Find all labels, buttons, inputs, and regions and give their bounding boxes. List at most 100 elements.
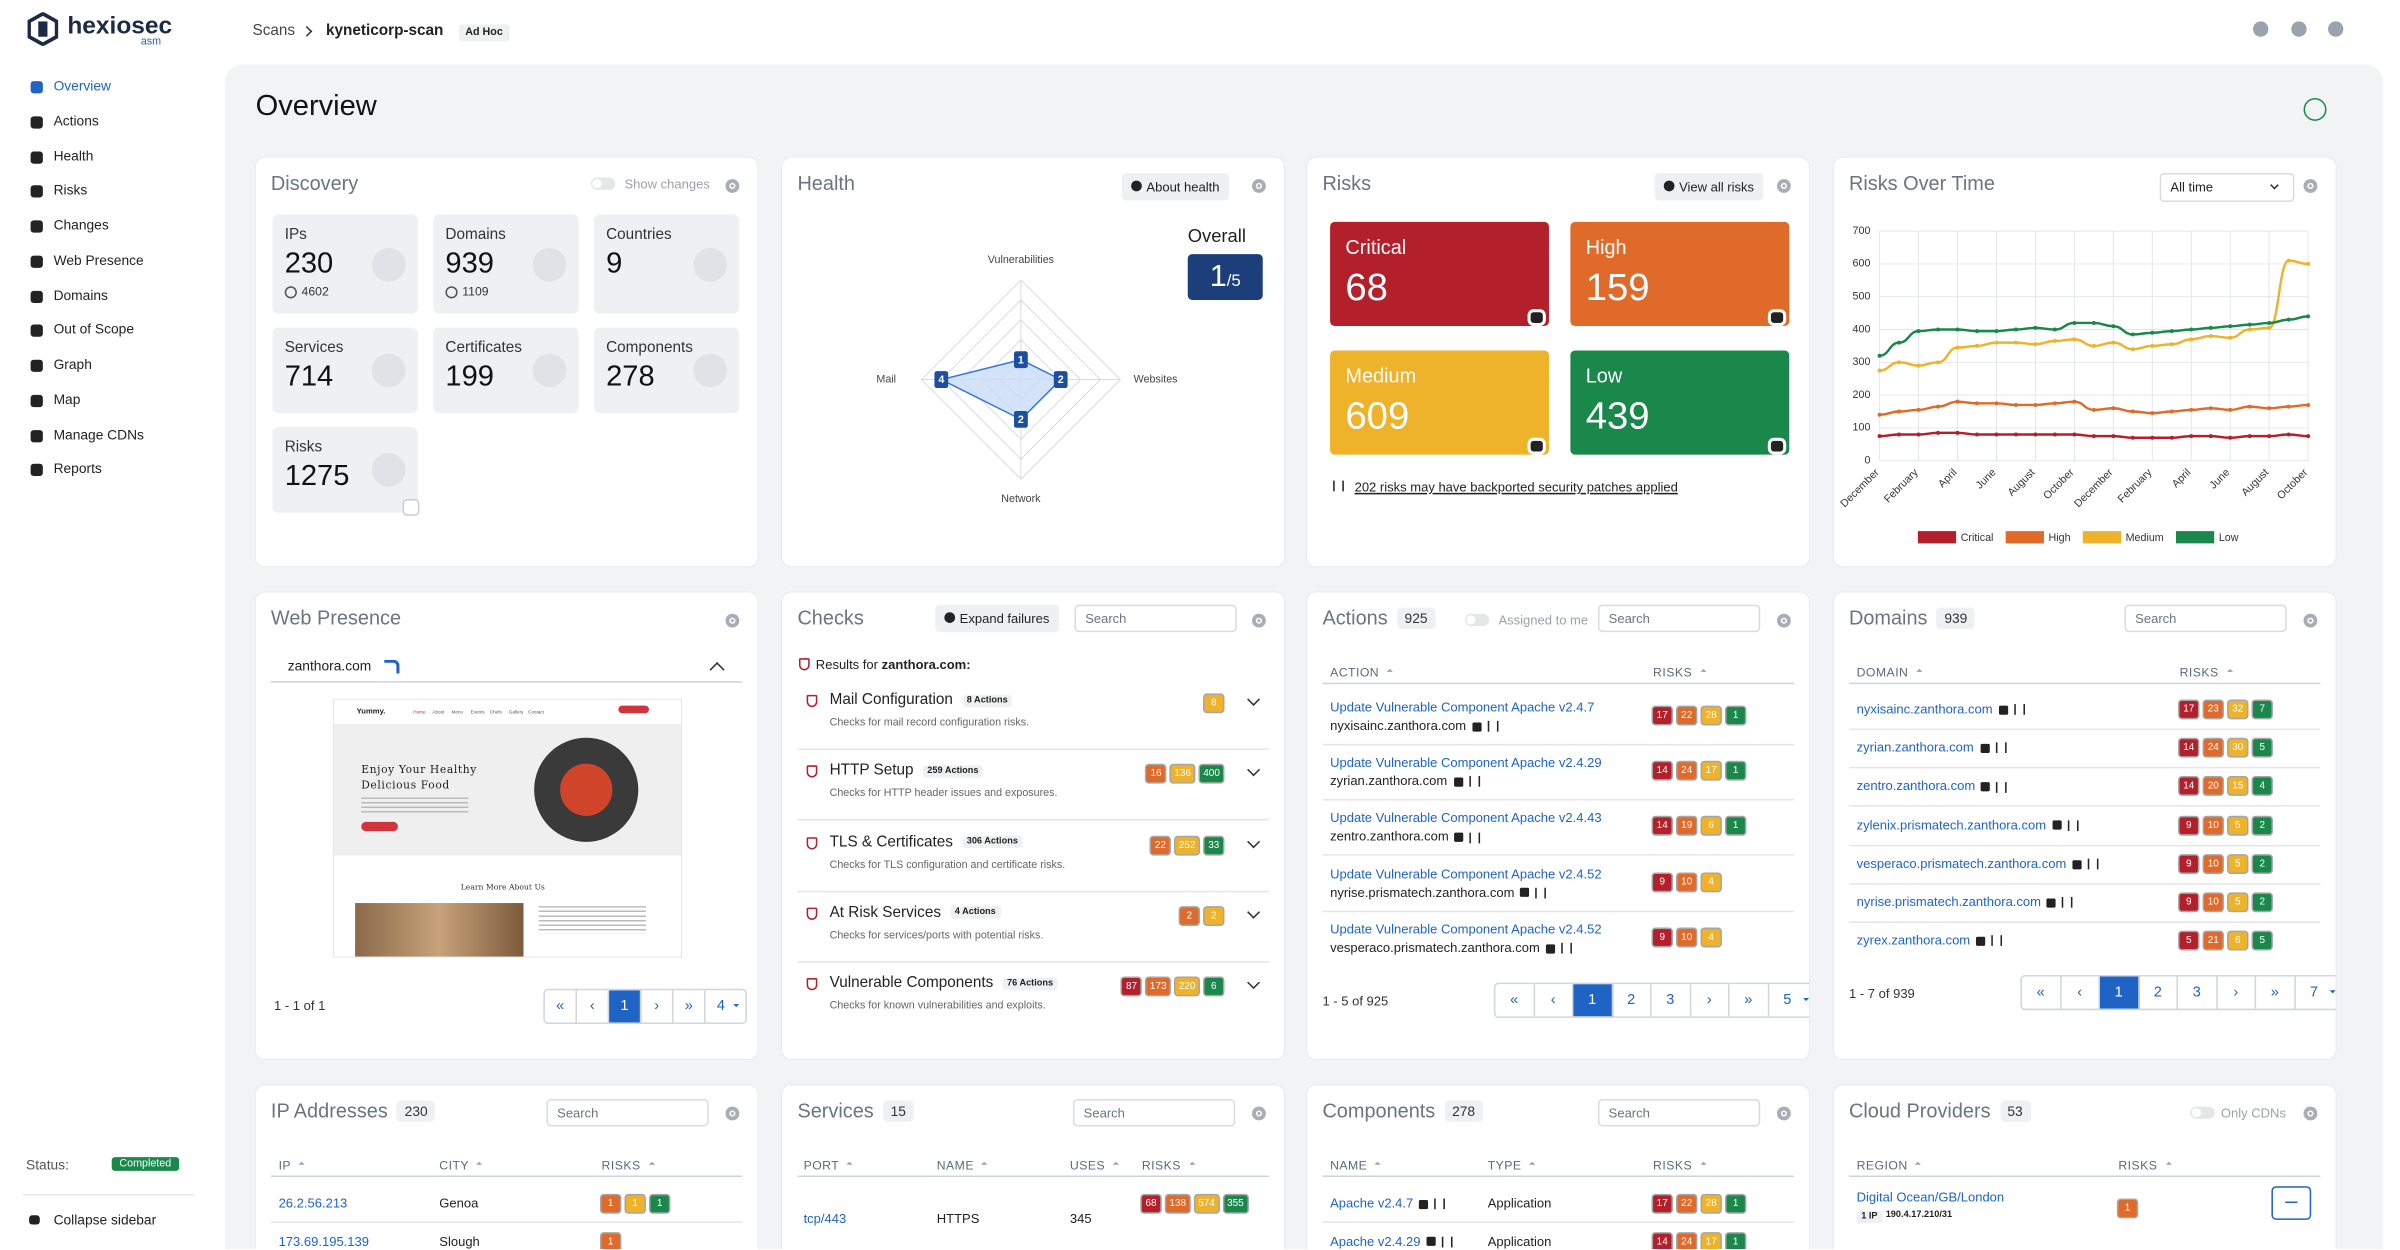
search-input[interactable]: Search bbox=[1072, 1098, 1236, 1127]
column-header[interactable]: NAME bbox=[937, 1159, 989, 1172]
component-row[interactable]: Apache v2.4.29 bbox=[1330, 1233, 1453, 1248]
nav-item[interactable]: Overview bbox=[28, 78, 212, 96]
page-size-select[interactable]: 7 bbox=[2295, 977, 2336, 1009]
nav-item[interactable]: Actions bbox=[28, 113, 212, 131]
check-expand[interactable] bbox=[1247, 976, 1261, 990]
search-input[interactable]: Search bbox=[1074, 604, 1237, 633]
column-header[interactable]: RISKS bbox=[602, 1159, 655, 1172]
collapse-chevron[interactable] bbox=[709, 662, 725, 678]
page-button[interactable]: « bbox=[1495, 984, 1535, 1017]
site-tab[interactable]: zanthora.com bbox=[287, 658, 372, 674]
top-icon[interactable] bbox=[2291, 21, 2307, 37]
help-icon[interactable] bbox=[1252, 1106, 1266, 1121]
help-icon[interactable] bbox=[725, 179, 740, 193]
nav-item[interactable]: Web Presence bbox=[28, 252, 212, 270]
page-size-select[interactable]: 4 bbox=[706, 990, 746, 1022]
ip-link[interactable]: 173.69.195.139 bbox=[278, 1232, 370, 1249]
domain-row[interactable]: zyrex.zanthora.com bbox=[1857, 932, 2003, 948]
page-button[interactable]: › bbox=[1691, 984, 1730, 1017]
expand-failures-button[interactable]: Expand failures bbox=[935, 604, 1059, 633]
stat-tile[interactable]: Risks 1275 bbox=[272, 427, 418, 515]
column-header[interactable]: RISKS bbox=[2118, 1159, 2171, 1172]
column-header[interactable]: IP bbox=[279, 1159, 306, 1172]
help-icon[interactable] bbox=[1252, 179, 1266, 193]
nav-item[interactable]: Reports bbox=[28, 461, 212, 479]
domain-row[interactable]: nyxisainc.zanthora.com bbox=[1857, 701, 2025, 716]
help-icon[interactable] bbox=[1777, 613, 1791, 628]
help-icon[interactable] bbox=[2303, 1106, 2318, 1121]
stat-tile[interactable]: IPs 230 4602 bbox=[272, 214, 418, 314]
help-icon[interactable] bbox=[725, 613, 740, 628]
stat-tile[interactable]: Domains 939 1109 bbox=[433, 214, 579, 314]
column-header[interactable]: TYPE bbox=[1488, 1159, 1536, 1172]
stat-tile[interactable]: Services 714 bbox=[272, 327, 418, 414]
page-button[interactable]: « bbox=[2022, 976, 2061, 1009]
page-button[interactable]: 2 bbox=[2139, 976, 2179, 1009]
help-icon[interactable] bbox=[1777, 179, 1791, 193]
risk-tile[interactable]: Medium 609 bbox=[1330, 350, 1549, 455]
nav-item[interactable]: Domains bbox=[28, 287, 212, 305]
action-link[interactable]: Update Vulnerable Component Apache v2.4.… bbox=[1330, 699, 1595, 715]
check-expand[interactable] bbox=[1247, 834, 1261, 848]
toggle-switch[interactable] bbox=[2190, 1106, 2215, 1119]
check-title-row[interactable]: Vulnerable Components 76 Actions bbox=[830, 975, 1058, 992]
collapse-sidebar[interactable]: Collapse sidebar bbox=[53, 1212, 157, 1228]
search-input[interactable]: Search bbox=[546, 1098, 709, 1127]
action-link[interactable]: Update Vulnerable Component Apache v2.4.… bbox=[1330, 810, 1602, 826]
check-title-row[interactable]: HTTP Setup 259 Actions bbox=[830, 763, 984, 780]
page-button[interactable]: › bbox=[2217, 976, 2257, 1009]
column-header[interactable]: NAME bbox=[1330, 1159, 1382, 1172]
column-header[interactable]: RISKS bbox=[1653, 1159, 1706, 1172]
page-button[interactable]: » bbox=[2256, 976, 2296, 1009]
domain-row[interactable]: nyrise.prismatech.zanthora.com bbox=[1857, 894, 2074, 909]
stat-tile[interactable]: Components 278 bbox=[593, 327, 740, 414]
nav-item[interactable]: Map bbox=[28, 391, 212, 409]
page-button[interactable]: 1 bbox=[2099, 976, 2140, 1009]
column-header[interactable]: PORT bbox=[804, 1159, 854, 1172]
column-header[interactable]: USES bbox=[1070, 1159, 1119, 1172]
page-button[interactable]: ‹ bbox=[2061, 976, 2100, 1009]
page-button[interactable]: » bbox=[673, 990, 706, 1023]
column-header[interactable]: RISKS bbox=[2180, 666, 2233, 680]
page-size-select[interactable]: 5 bbox=[1769, 984, 1810, 1016]
column-header[interactable]: RISKS bbox=[1142, 1159, 1195, 1172]
nav-item[interactable]: Health bbox=[28, 148, 212, 166]
domain-row[interactable]: zyrian.zanthora.com bbox=[1857, 740, 2006, 755]
check-expand[interactable] bbox=[1247, 905, 1261, 919]
nav-item[interactable]: Manage CDNs bbox=[28, 426, 212, 444]
page-button[interactable]: › bbox=[641, 990, 674, 1023]
region-link[interactable]: Digital Ocean/GB/London bbox=[1856, 1189, 2005, 1205]
help-icon[interactable] bbox=[2303, 613, 2318, 628]
action-link[interactable]: Update Vulnerable Component Apache v2.4.… bbox=[1330, 921, 1602, 937]
check-title-row[interactable]: TLS & Certificates 306 Actions bbox=[830, 834, 1023, 850]
domain-row[interactable]: zentro.zanthora.com bbox=[1857, 778, 2008, 793]
page-button[interactable]: 3 bbox=[1652, 984, 1691, 1017]
stat-tile[interactable]: Countries 9 bbox=[593, 214, 740, 314]
risk-tile[interactable]: Low 439 bbox=[1570, 350, 1790, 455]
page-button[interactable]: 3 bbox=[2178, 976, 2218, 1009]
risk-tile[interactable]: Critical 68 bbox=[1330, 221, 1549, 327]
collapse-row-button[interactable] bbox=[2271, 1186, 2312, 1220]
column-header[interactable]: CITY bbox=[439, 1159, 484, 1172]
action-link[interactable]: Update Vulnerable Component Apache v2.4.… bbox=[1330, 754, 1602, 771]
domain-row[interactable]: vesperaco.prismatech.zanthora.com bbox=[1857, 855, 2099, 871]
search-input[interactable]: Search bbox=[1597, 604, 1761, 633]
column-header[interactable]: DOMAIN bbox=[1857, 666, 1923, 680]
time-filter-select[interactable]: All time bbox=[2159, 172, 2295, 203]
page-button[interactable]: 1 bbox=[609, 990, 642, 1023]
nav-item[interactable]: Out of Scope bbox=[28, 322, 212, 340]
page-button[interactable]: « bbox=[545, 990, 578, 1023]
toggle-switch[interactable] bbox=[1464, 613, 1490, 627]
column-header[interactable]: REGION bbox=[1857, 1159, 1923, 1172]
breadcrumb-root[interactable]: Scans bbox=[252, 22, 296, 40]
stat-tile[interactable]: Certificates 199 bbox=[433, 327, 579, 414]
top-icon[interactable] bbox=[2328, 21, 2344, 37]
page-button[interactable]: ‹ bbox=[577, 990, 610, 1023]
page-button[interactable]: 1 bbox=[1573, 984, 1613, 1017]
help-icon[interactable] bbox=[725, 1106, 740, 1121]
view-risks-button[interactable]: View all risks bbox=[1654, 172, 1764, 201]
search-input[interactable]: Search bbox=[1597, 1098, 1761, 1127]
check-expand[interactable] bbox=[1247, 692, 1261, 706]
column-header[interactable]: ACTION bbox=[1330, 666, 1393, 680]
action-link[interactable]: Update Vulnerable Component Apache v2.4.… bbox=[1330, 865, 1602, 882]
